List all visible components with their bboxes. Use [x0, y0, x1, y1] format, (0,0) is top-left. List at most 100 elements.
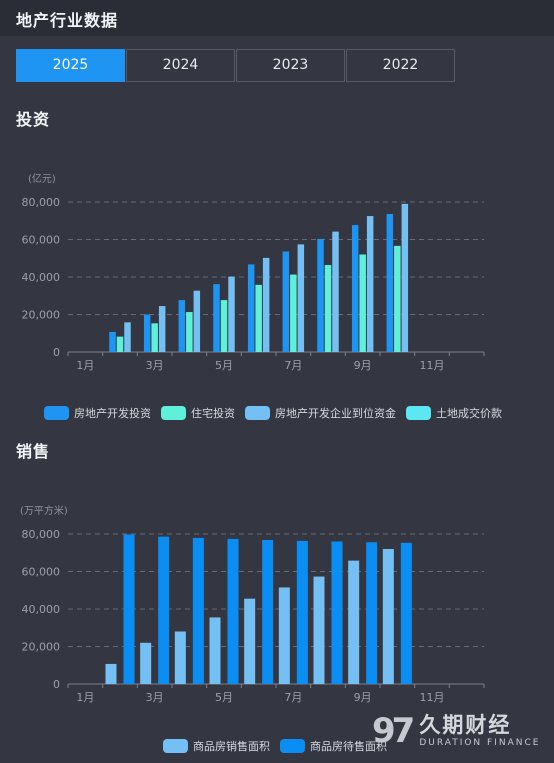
- y-tick-label: 40,000: [22, 603, 61, 616]
- logo-name-en: DURATION FINANCE: [419, 738, 541, 748]
- unit-label: (万平方米): [20, 504, 68, 517]
- bar-funds_received[interactable]: [124, 322, 131, 352]
- y-tick-label: 60,000: [22, 566, 61, 579]
- legend-item-land_deals[interactable]: 土地成交价款: [406, 405, 502, 421]
- bar-pending_sale_area[interactable]: [192, 537, 204, 684]
- sales-section-title: 销售: [16, 442, 51, 461]
- legend-swatch: [245, 406, 270, 420]
- bar-sales_area[interactable]: [382, 549, 394, 684]
- tab-2024[interactable]: 2024: [126, 49, 235, 82]
- x-tick-label: 5月: [215, 691, 233, 704]
- bar-residential_investment[interactable]: [324, 265, 332, 352]
- bar-residential_investment[interactable]: [186, 312, 193, 352]
- bar-pending_sale_area[interactable]: [366, 542, 378, 684]
- x-tick-label: 7月: [284, 691, 302, 704]
- bar-funds_received[interactable]: [158, 306, 166, 352]
- y-tick-label: 0: [53, 346, 60, 359]
- legend-swatch: [161, 406, 186, 420]
- bar-pending_sale_area[interactable]: [123, 534, 135, 684]
- y-tick-label: 40,000: [22, 271, 61, 284]
- bar-sales_area[interactable]: [140, 642, 152, 684]
- bar-dev_investment[interactable]: [143, 314, 151, 353]
- bar-funds_received[interactable]: [332, 231, 339, 352]
- bar-pending_sale_area[interactable]: [158, 536, 170, 684]
- y-tick-label: 80,000: [22, 196, 61, 209]
- investment-chart: (亿元) 0 20,000 40,000 60,000 80,000 1月 3月 5月 7月 9月 1…: [22, 172, 485, 372]
- investment-section-title: 投资: [16, 110, 51, 129]
- legend-swatch: [44, 406, 69, 420]
- bar-dev_investment[interactable]: [247, 264, 255, 352]
- x-tick-label: 11月: [420, 691, 445, 704]
- legend-item-sales_area[interactable]: 商品房销售面积: [163, 738, 270, 754]
- tab-2023[interactable]: 2023: [236, 49, 345, 82]
- bar-residential_investment[interactable]: [359, 254, 366, 353]
- x-tick-label: 11月: [420, 359, 445, 372]
- tab-2022[interactable]: 2022: [346, 49, 455, 82]
- legend-swatch: [406, 406, 431, 420]
- legend-label: 土地成交价款: [436, 407, 502, 420]
- bar-residential_investment[interactable]: [394, 245, 401, 352]
- legend-item-dev_investment[interactable]: 房地产开发投资: [44, 405, 151, 421]
- y-tick-label: 80,000: [22, 528, 61, 541]
- sales-chart: (万平方米) 0 20,000 40,000 60,000 80,000 1月 3月 5月 7月 9…: [20, 504, 485, 704]
- bar-dev_investment[interactable]: [178, 300, 186, 352]
- duration-finance-logo: 97 久期财经 DURATION FINANCE: [372, 713, 540, 749]
- bar-dev_investment[interactable]: [317, 238, 324, 352]
- x-tick-label: 3月: [146, 691, 164, 704]
- bar-sales_area[interactable]: [105, 663, 117, 684]
- bar-sales_area[interactable]: [209, 617, 221, 684]
- bar-sales_area[interactable]: [174, 631, 186, 685]
- bar-sales_area[interactable]: [313, 576, 325, 684]
- legend-label: 商品房销售面积: [193, 740, 270, 753]
- legend-label: 房地产开发企业到位资金: [275, 407, 396, 420]
- y-tick-label: 20,000: [22, 641, 61, 654]
- bar-residential_investment[interactable]: [116, 336, 124, 352]
- x-tick-label: 3月: [146, 359, 164, 372]
- legend-item-pending_sale_area[interactable]: 商品房待售面积: [280, 738, 387, 754]
- bar-dev_investment[interactable]: [109, 331, 116, 352]
- bar-funds_received[interactable]: [401, 203, 409, 352]
- bar-pending_sale_area[interactable]: [331, 541, 343, 685]
- x-tick-label: 1月: [76, 359, 94, 372]
- unit-label: (亿元): [28, 172, 56, 185]
- bar-residential_investment[interactable]: [151, 323, 158, 352]
- x-tick-label: 1月: [76, 691, 94, 704]
- bar-residential_investment[interactable]: [290, 274, 297, 352]
- bar-residential_investment[interactable]: [255, 284, 262, 352]
- bar-dev_investment[interactable]: [386, 214, 394, 352]
- legend-label: 商品房待售面积: [310, 740, 387, 753]
- page-title: 地产行业数据: [16, 11, 119, 30]
- bar-pending_sale_area[interactable]: [296, 540, 308, 684]
- bar-funds_received[interactable]: [297, 244, 305, 352]
- bar-dev_investment[interactable]: [282, 251, 290, 353]
- x-tick-label: 7月: [284, 359, 302, 372]
- y-tick-label: 60,000: [22, 234, 61, 247]
- legend-swatch: [280, 739, 305, 753]
- bar-sales_area[interactable]: [244, 598, 256, 684]
- bar-funds_received[interactable]: [193, 290, 201, 352]
- tab-2025[interactable]: 2025: [16, 49, 125, 82]
- bar-funds_received[interactable]: [366, 216, 374, 352]
- legend-swatch: [163, 739, 188, 753]
- bar-funds_received[interactable]: [262, 257, 270, 352]
- bar-pending_sale_area[interactable]: [400, 542, 412, 684]
- legend-item-funds_received[interactable]: 房地产开发企业到位资金: [245, 405, 396, 421]
- x-tick-label: 9月: [354, 359, 372, 372]
- bar-dev_investment[interactable]: [351, 225, 359, 352]
- bar-funds_received[interactable]: [228, 276, 235, 352]
- legend-label: 房地产开发投资: [74, 407, 151, 420]
- header-bar: 地产行业数据: [0, 0, 554, 36]
- investment-legend: 房地产开发投资 住宅投资 房地产开发企业到位资金 土地成交价款: [44, 405, 512, 421]
- logo-name-cn: 久期财经: [419, 713, 512, 737]
- bar-residential_investment[interactable]: [220, 300, 228, 352]
- bar-pending_sale_area[interactable]: [262, 540, 274, 684]
- year-tabs: 2025 2024 2023 2022: [16, 49, 456, 82]
- x-tick-label: 5月: [215, 359, 233, 372]
- bar-pending_sale_area[interactable]: [227, 538, 239, 684]
- bar-sales_area[interactable]: [278, 587, 290, 684]
- x-tick-label: 9月: [354, 691, 372, 704]
- bar-sales_area[interactable]: [348, 560, 360, 684]
- y-tick-label: 0: [53, 678, 60, 691]
- bar-dev_investment[interactable]: [213, 284, 220, 352]
- legend-item-residential_investment[interactable]: 住宅投资: [161, 405, 235, 421]
